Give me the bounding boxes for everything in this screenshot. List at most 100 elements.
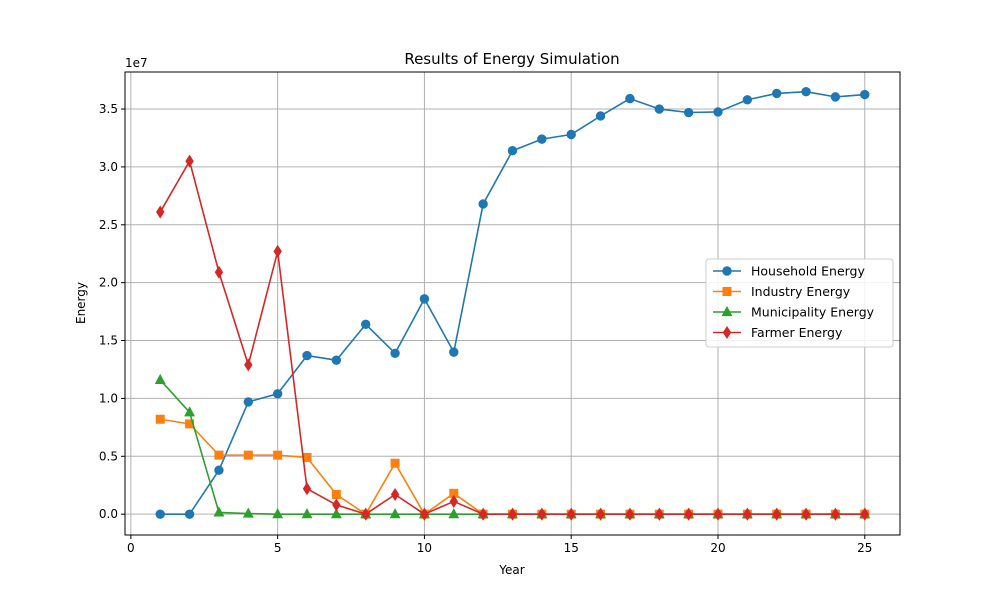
series-line-industry-energy bbox=[160, 418, 865, 515]
x-tick-label: 15 bbox=[564, 541, 579, 555]
plot-frame bbox=[124, 71, 901, 536]
data-point-municipality-energy bbox=[448, 508, 460, 519]
data-point-farmer-energy bbox=[831, 507, 840, 521]
data-point-municipality-energy bbox=[213, 506, 225, 517]
legend-label: Household Energy bbox=[751, 264, 865, 279]
data-point-household-energy bbox=[742, 95, 753, 105]
y-tick-label: 1.0 bbox=[99, 391, 118, 405]
series-municipality-energy bbox=[154, 373, 871, 519]
x-tick-label: 10 bbox=[417, 541, 432, 555]
data-point-industry-energy bbox=[243, 450, 253, 460]
data-point-household-energy bbox=[566, 129, 576, 140]
data-point-industry-energy bbox=[214, 450, 224, 460]
data-point-household-energy bbox=[713, 107, 723, 117]
data-point-farmer-energy bbox=[156, 205, 165, 219]
data-point-household-energy bbox=[507, 146, 518, 156]
data-point-farmer-energy bbox=[625, 507, 635, 521]
data-point-household-energy bbox=[595, 111, 606, 121]
data-point-farmer-energy bbox=[655, 507, 664, 521]
data-point-farmer-energy bbox=[567, 507, 576, 521]
data-point-farmer-energy bbox=[713, 507, 723, 521]
data-point-farmer-energy bbox=[361, 507, 370, 521]
legend-item-household-energy: Household Energy bbox=[713, 264, 865, 279]
x-tick-label: 0 bbox=[127, 541, 135, 555]
x-tick-label: 5 bbox=[274, 541, 282, 555]
data-point-household-energy bbox=[830, 92, 841, 102]
data-point-municipality-energy bbox=[242, 507, 254, 518]
legend-label: Municipality Energy bbox=[751, 305, 875, 320]
chart-title: Results of Energy Simulation bbox=[404, 50, 619, 68]
y-tick-label: 2.5 bbox=[99, 218, 118, 232]
data-point-industry-energy bbox=[273, 450, 283, 460]
data-point-household-energy bbox=[860, 89, 870, 100]
data-point-industry-energy bbox=[155, 414, 165, 424]
data-point-farmer-energy bbox=[244, 358, 253, 372]
data-point-household-energy bbox=[419, 294, 430, 304]
data-point-farmer-energy bbox=[390, 487, 400, 502]
data-point-household-energy bbox=[625, 93, 635, 104]
series-industry-energy bbox=[155, 414, 870, 519]
data-point-household-energy bbox=[361, 319, 371, 330]
data-point-industry-energy bbox=[331, 489, 341, 499]
data-point-household-energy bbox=[214, 465, 224, 475]
data-point-household-energy bbox=[801, 86, 811, 97]
data-point-farmer-energy bbox=[449, 494, 458, 508]
data-point-municipality-energy bbox=[272, 508, 284, 519]
x-axis-ticks: 0 5 10 15 20 25 bbox=[127, 535, 872, 555]
data-point-municipality-energy bbox=[301, 508, 313, 519]
data-point-farmer-energy bbox=[214, 265, 224, 279]
data-point-household-energy bbox=[537, 134, 547, 144]
legend-item-industry-energy: Industry Energy bbox=[713, 284, 851, 299]
y-tick-label: 1.5 bbox=[99, 334, 118, 348]
data-point-household-energy bbox=[449, 347, 459, 357]
data-point-municipality-energy bbox=[184, 406, 196, 417]
data-point-farmer-energy bbox=[596, 507, 605, 521]
data-point-household-energy bbox=[331, 355, 342, 365]
data-point-farmer-energy bbox=[537, 507, 547, 521]
y-axis-offset-label: 1e7 bbox=[125, 56, 148, 70]
data-point-farmer-energy bbox=[332, 498, 341, 512]
data-point-municipality-energy bbox=[154, 373, 166, 384]
data-point-household-energy bbox=[772, 88, 782, 99]
legend-box bbox=[705, 258, 894, 348]
data-point-industry-energy bbox=[390, 458, 400, 468]
y-tick-label: 3.0 bbox=[99, 160, 118, 174]
legend-item-farmer-energy: Farmer Energy bbox=[713, 325, 843, 340]
data-point-municipality-energy bbox=[389, 508, 401, 519]
y-tick-label: 3.5 bbox=[99, 102, 118, 116]
legend-label: Industry Energy bbox=[751, 284, 851, 299]
data-point-household-energy bbox=[302, 350, 312, 361]
series-farmer-energy bbox=[156, 154, 869, 521]
data-point-household-energy bbox=[683, 107, 694, 118]
data-point-farmer-energy bbox=[743, 507, 752, 521]
series-household-energy bbox=[155, 86, 870, 519]
x-axis-label: Year bbox=[498, 563, 524, 577]
data-point-farmer-energy bbox=[772, 507, 781, 521]
data-point-household-energy bbox=[243, 397, 253, 407]
data-point-farmer-energy bbox=[860, 507, 869, 521]
data-point-farmer-energy bbox=[302, 482, 312, 496]
y-axis-ticks: 0.0 0.5 1.0 1.5 2.0 2.5 3.0 3.5 bbox=[99, 102, 125, 521]
legend-swatch-marker bbox=[722, 325, 732, 340]
data-point-household-energy bbox=[478, 199, 488, 209]
data-point-farmer-energy bbox=[273, 244, 282, 258]
data-point-household-energy bbox=[155, 509, 165, 519]
data-point-farmer-energy bbox=[478, 507, 488, 521]
x-tick-label: 20 bbox=[710, 541, 725, 555]
data-point-farmer-energy bbox=[185, 154, 194, 168]
data-point-household-energy bbox=[390, 348, 400, 358]
legend-swatch-marker bbox=[722, 266, 732, 276]
y-tick-label: 0.5 bbox=[99, 449, 118, 463]
data-point-farmer-energy bbox=[420, 507, 429, 521]
y-axis-label: Energy bbox=[74, 282, 88, 324]
data-point-household-energy bbox=[272, 389, 283, 399]
data-point-farmer-energy bbox=[684, 507, 693, 521]
y-tick-label: 2.0 bbox=[99, 276, 118, 290]
series-lines bbox=[154, 86, 871, 521]
data-point-farmer-energy bbox=[508, 507, 517, 521]
series-line-municipality-energy bbox=[159, 379, 865, 515]
data-point-farmer-energy bbox=[801, 507, 811, 521]
data-point-household-energy bbox=[184, 509, 195, 519]
data-point-municipality-energy bbox=[330, 508, 342, 519]
